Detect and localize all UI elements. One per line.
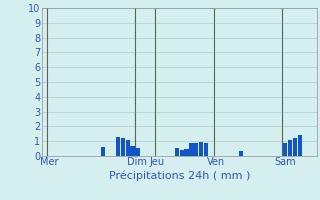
Bar — [194, 143, 198, 156]
Bar — [199, 142, 204, 156]
Bar — [116, 137, 120, 156]
Bar — [121, 138, 125, 156]
Bar — [288, 140, 292, 156]
Bar — [189, 143, 194, 156]
Bar — [131, 146, 135, 156]
Bar — [292, 138, 297, 156]
Bar — [298, 135, 302, 156]
Bar — [180, 150, 184, 156]
Bar — [135, 148, 140, 156]
Bar — [204, 143, 208, 156]
X-axis label: Précipitations 24h ( mm ): Précipitations 24h ( mm ) — [108, 170, 250, 181]
Bar — [101, 147, 105, 156]
Bar — [283, 143, 287, 156]
Bar — [125, 140, 130, 156]
Bar — [185, 149, 189, 156]
Bar — [175, 148, 179, 156]
Bar — [238, 151, 243, 156]
